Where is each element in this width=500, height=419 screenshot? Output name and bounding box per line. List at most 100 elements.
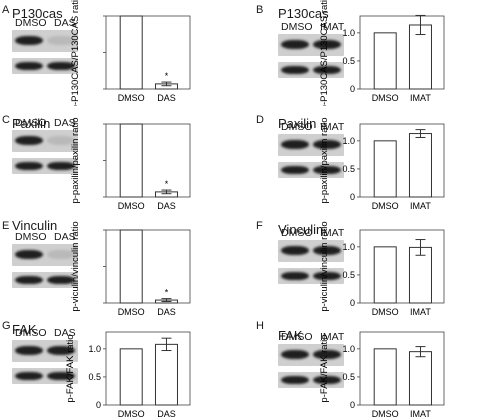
phospho-blot [278, 34, 344, 56]
y-tick-label: 0 [96, 400, 101, 410]
bar-imat [408, 351, 432, 406]
y-tick-label: 1.0 [342, 136, 355, 146]
x-tick-label: IMAT [410, 307, 431, 317]
bar-chart: p-P130CAS/P130CAS ratio 0 0.5 1.0 DMSO IMAT [320, 0, 445, 106]
total-blot [12, 158, 78, 174]
x-tick-label: DMSO [372, 307, 399, 317]
band-lane-2 [313, 140, 341, 149]
phospho-blot [12, 130, 78, 152]
panel-letter: H [256, 320, 264, 332]
lane-label-control: DMSO [281, 121, 313, 133]
band-lane-1 [15, 36, 43, 45]
bar-dmso [373, 348, 397, 406]
significance-marker: * [165, 288, 169, 298]
band-lane-2 [313, 376, 341, 384]
blot-title: Paxilin [278, 116, 317, 131]
band-lane-2 [47, 162, 75, 170]
y-tick-label: 0 [350, 192, 355, 202]
significance-marker: * [165, 71, 169, 81]
lane-label-treatment: DAS [54, 117, 76, 129]
blot-title: FAK [12, 322, 37, 337]
lane-label-treatment: IMAT [320, 331, 345, 343]
y-tick-label: 0 [350, 400, 355, 410]
y-axis-label: p-paxilin/paxilin ratio [70, 117, 81, 203]
total-blot [278, 162, 344, 178]
band-lane-1 [15, 136, 43, 145]
band-lane-1 [15, 276, 43, 284]
plot-frame [359, 15, 445, 90]
panel-e: E Vinculin DMSO DAS p-viculin/vinculin ratio… [0, 212, 250, 318]
y-axis-label: p-paxilin/paxilin ratio [320, 117, 330, 203]
panel-d: D Paxilin DMSO IMAT p-paxilin/paxilin ratio 0… [250, 106, 500, 212]
y-tick-label: 1.0 [342, 344, 355, 354]
bar-chart: p-FAK/FAK ratio 0 0.5 1.0 DMSO DAS [66, 331, 191, 418]
x-tick-label: DAS [157, 409, 176, 418]
bar-dmso [119, 123, 143, 198]
bar-chart: p-paxilin/paxilin ratio 0 0.5 1.0 DMSO IMAT [320, 117, 445, 211]
panel-c: C Paxilin DMSO DAS p-paxilin/paxilin ratio DM… [0, 106, 250, 212]
panel-letter: B [256, 4, 264, 16]
lane-label-treatment: DAS [54, 231, 76, 243]
total-blot [12, 272, 78, 288]
panel-letter: F [256, 220, 263, 232]
band-lane-2 [313, 40, 341, 49]
phospho-blot [278, 240, 344, 262]
bar-imat [408, 133, 432, 198]
band-lane-1 [281, 166, 309, 174]
y-axis-label: p-FAK/FAK ratio [66, 334, 76, 402]
panel-letter: D [256, 114, 264, 126]
band-lane-1 [281, 40, 309, 49]
blot-title: P130cas [278, 6, 329, 21]
panel-g: G FAK DMSO DAS p-FAK/FAK ratio 0 0.5 1.0 DMSO DAS [0, 312, 250, 418]
band-lane-2 [47, 346, 75, 355]
band-lane-1 [281, 140, 309, 149]
blot-title: Vinculin [278, 222, 324, 237]
y-axis-label: p-FAK/FAK ratio [320, 334, 330, 402]
total-blot [278, 372, 344, 388]
band-lane-1 [281, 272, 309, 280]
y-tick-label: 0.5 [88, 372, 101, 382]
x-tick-label: DMSO [118, 307, 145, 317]
y-axis-label: p-P130CAS/P130CAS ratio [70, 0, 81, 106]
y-axis-label: p-viculin/vinculin ratio [70, 221, 81, 311]
y-tick-label: 1.0 [88, 344, 101, 354]
bar-dmso [119, 229, 143, 304]
bar-chart: p-FAK/FAK ratio 0 0.5 1.0 DMSO IMAT [320, 331, 445, 418]
blot-title: P130cas [12, 6, 63, 21]
lane-label-control: DMSO [281, 21, 313, 33]
plot-frame [105, 229, 191, 304]
band-lane-2 [47, 136, 75, 145]
x-tick-label: DAS [157, 93, 176, 103]
x-tick-label: DMSO [372, 93, 399, 103]
lane-label-control: DMSO [281, 227, 313, 239]
panel-b: B P130cas DMSO IMAT p-P130CAS/P130CAS ratio 0… [250, 0, 500, 106]
significance-marker: * [165, 179, 169, 189]
band-lane-2 [47, 62, 75, 70]
x-tick-label: DMSO [372, 409, 399, 418]
phospho-blot [278, 134, 344, 156]
lane-label-treatment: IMAT [320, 21, 345, 33]
band-lane-2 [313, 246, 341, 255]
band-lane-2 [313, 350, 341, 359]
total-blot [278, 62, 344, 78]
lane-label-control: DMSO [15, 327, 47, 339]
panel-letter: A [2, 4, 10, 16]
band-lane-2 [47, 276, 75, 284]
phospho-blot [12, 30, 78, 52]
plot-frame [359, 331, 445, 406]
bar-chart: p-paxilin/paxilin ratio DMSO * DAS [70, 117, 191, 211]
panel-f: F Vinculin DMSO IMAT p-viculin/vinculin rati… [250, 212, 500, 318]
phospho-blot [278, 344, 344, 366]
total-blot [12, 368, 78, 384]
bar-dmso [373, 140, 397, 198]
plot-frame [359, 229, 445, 304]
band-lane-2 [47, 372, 75, 380]
x-tick-label: DAS [157, 307, 176, 317]
panel-letter: G [2, 320, 11, 332]
bar-chart: p-viculin/vinculin ratio DMSO * DAS [70, 221, 191, 317]
x-tick-label: IMAT [410, 201, 431, 211]
y-tick-label: 0 [350, 298, 355, 308]
band-lane-1 [281, 350, 309, 359]
bar-dmso [119, 348, 143, 406]
y-tick-label: 0 [350, 84, 355, 94]
